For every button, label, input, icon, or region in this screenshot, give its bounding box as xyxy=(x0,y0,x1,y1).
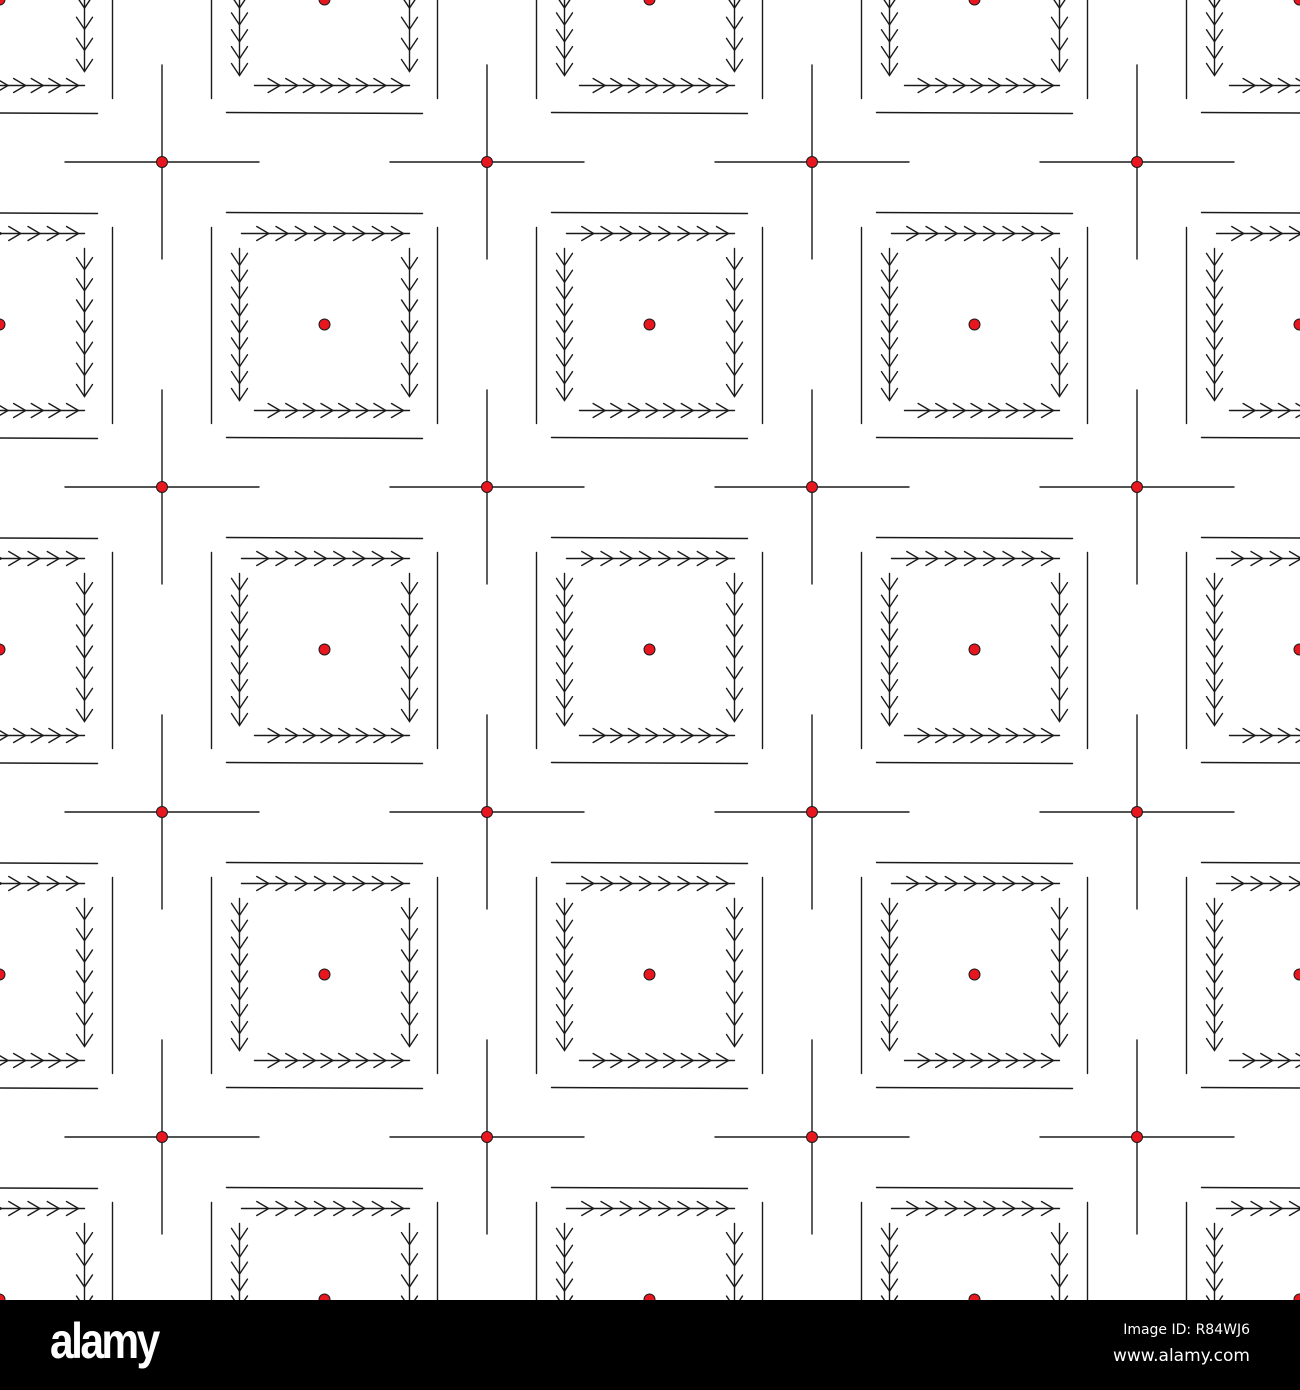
pattern-fill xyxy=(0,0,1300,1300)
alamy-logo: alamy xyxy=(50,1313,160,1369)
seamless-pattern xyxy=(0,0,1300,1300)
site-url: www.alamy.com xyxy=(1112,1346,1250,1366)
watermark-bar: alamy Image ID: R84WJ6 www.alamy.com xyxy=(0,1300,1300,1390)
image-id: Image ID: R84WJ6 xyxy=(1123,1322,1250,1338)
